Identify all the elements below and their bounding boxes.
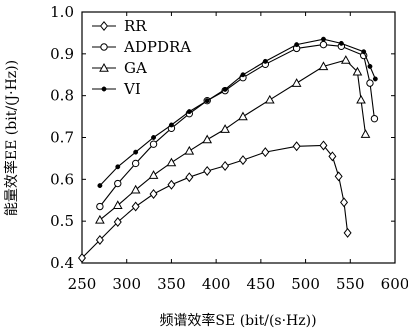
data-point-rr (292, 141, 301, 152)
data-point-vi (115, 164, 121, 170)
data-point-rr (149, 188, 158, 199)
data-point-ga (360, 129, 371, 138)
data-point-ga (130, 184, 141, 194)
data-point-rr (238, 155, 247, 166)
data-point-ga (95, 214, 105, 224)
data-point-adpdra (96, 202, 104, 211)
y-tick-label: 0.9 (50, 45, 74, 63)
data-point-ga (340, 55, 351, 64)
data-point-ga (112, 200, 123, 209)
data-point-vi (204, 98, 210, 104)
data-point-vi (133, 149, 139, 155)
data-point-rr (328, 151, 337, 162)
data-point-rr (77, 252, 87, 263)
y-tick-label: 1.0 (50, 3, 74, 21)
data-point-ga (318, 61, 329, 71)
legend-item-ga: GA (92, 59, 147, 77)
data-point-vi (262, 58, 268, 64)
y-tick-label: 0.4 (50, 254, 74, 272)
data-point-rr (95, 234, 104, 245)
legend-marker (100, 43, 108, 51)
data-point-adpdra (366, 79, 374, 87)
x-tick-label: 450 (247, 275, 276, 293)
series-ga (95, 55, 371, 224)
x-tick-label: 550 (336, 275, 365, 293)
data-point-ga (220, 124, 230, 133)
data-point-adpdra (319, 40, 328, 49)
data-point-vi (222, 86, 228, 92)
data-point-vi (240, 72, 246, 78)
legend-marker (99, 62, 109, 72)
data-point-rr (131, 201, 140, 212)
y-tick-label: 0.7 (50, 129, 74, 147)
series-line-adpdra (99, 44, 375, 207)
legend-item-vi: VI (92, 80, 141, 98)
legend-marker (99, 20, 109, 32)
series-layer (77, 36, 379, 263)
data-point-rr (113, 217, 122, 228)
data-point-rr (167, 179, 176, 190)
y-tick-label: 0.6 (50, 170, 74, 188)
data-point-rr (261, 147, 270, 158)
x-axis: 250 300 350 400 450 500 550 600 (68, 12, 408, 293)
series-rr (77, 140, 352, 263)
series-line-vi (99, 38, 376, 186)
legend: RR ADPDRA GA VI (92, 17, 191, 98)
legend-item-adpdra: ADPDRA (92, 38, 191, 56)
x-tick-label: 300 (112, 275, 141, 293)
legend-marker (101, 86, 107, 92)
series-line-ga (99, 59, 367, 221)
data-point-ga (356, 94, 366, 104)
data-point-rr (203, 165, 212, 176)
data-point-rr (340, 197, 349, 208)
data-point-ga (166, 157, 177, 167)
data-point-adpdra (370, 114, 379, 123)
legend-label: GA (124, 59, 147, 77)
y-axis: 0.4 0.5 0.6 0.7 0.8 0.9 1.0 (50, 3, 395, 272)
data-point-rr (319, 140, 328, 151)
y-tick-label: 0.8 (50, 87, 74, 105)
data-point-ga (148, 170, 159, 179)
x-tick-label: 600 (381, 275, 408, 293)
x-tick-label: 350 (157, 275, 186, 293)
x-tick-label: 400 (202, 275, 231, 293)
legend-label: RR (124, 17, 147, 35)
y-tick-label: 0.5 (50, 212, 74, 230)
data-point-vi (97, 183, 103, 189)
data-point-rr (221, 160, 230, 171)
legend-item-rr: RR (92, 17, 147, 35)
data-point-ga (264, 94, 275, 104)
data-point-vi (367, 63, 373, 69)
data-point-ga (291, 78, 302, 87)
data-point-vi (168, 122, 174, 128)
x-tick-label: 500 (291, 275, 320, 293)
data-point-ga (238, 111, 248, 121)
data-point-vi (338, 40, 344, 46)
x-axis-title: 频谱效率SE (bit/(s·Hz)) (159, 312, 316, 329)
data-point-vi (321, 36, 326, 42)
series-adpdra (96, 40, 379, 211)
data-point-vi (151, 135, 156, 140)
data-point-adpdra (149, 140, 158, 148)
y-axis-title: 能量效率EE (bit/(J·Hz)) (3, 60, 20, 216)
data-point-vi (372, 76, 378, 82)
data-point-adpdra (131, 159, 140, 168)
data-point-rr (334, 171, 343, 182)
data-point-adpdra (114, 179, 122, 188)
data-point-rr (343, 227, 352, 238)
data-point-vi (361, 49, 367, 55)
data-point-rr (185, 172, 194, 183)
series-vi (97, 36, 378, 189)
legend-label: ADPDRA (123, 38, 191, 56)
data-point-vi (186, 109, 192, 115)
data-point-ga (202, 134, 213, 144)
x-tick-label: 250 (68, 275, 97, 293)
data-point-ga (352, 66, 363, 76)
data-point-ga (184, 145, 195, 155)
legend-label: VI (123, 80, 141, 98)
data-point-vi (294, 42, 300, 48)
